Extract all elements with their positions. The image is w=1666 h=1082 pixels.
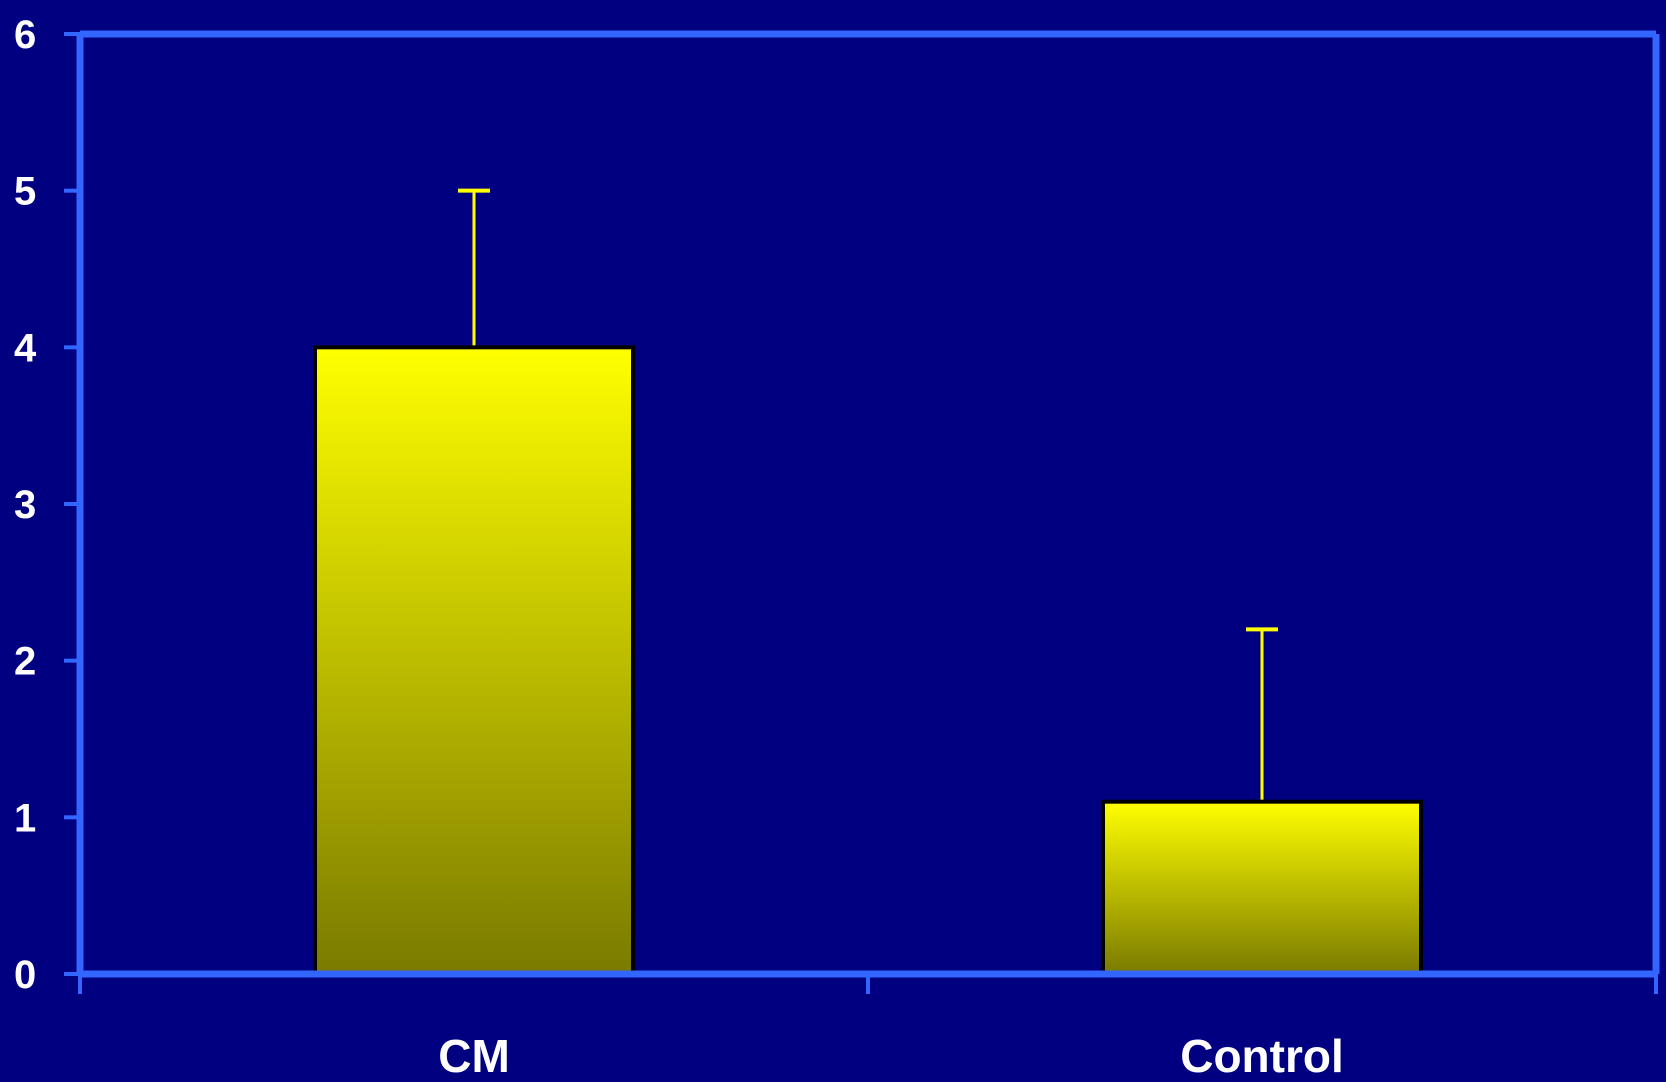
y-tick-label-6: 6 [14, 13, 36, 57]
bar-control [1101, 799, 1423, 977]
x-tick-label-control: Control [1180, 1030, 1344, 1082]
bar-cm [313, 345, 635, 977]
x-tick-labels: CM Control [438, 1030, 1344, 1082]
y-tick-label-0: 0 [14, 953, 36, 997]
axes [64, 30, 1660, 994]
y-tick-label-4: 4 [14, 326, 37, 370]
x-tick-label-cm: CM [438, 1030, 510, 1082]
y-tick-label-5: 5 [14, 170, 36, 214]
y-tick-label-1: 1 [14, 796, 36, 840]
error-bars [458, 188, 1278, 802]
y-tick-label-3: 3 [14, 483, 36, 527]
y-tick-label-2: 2 [14, 640, 36, 684]
y-tick-labels: 0 1 2 3 4 5 6 [14, 13, 37, 997]
